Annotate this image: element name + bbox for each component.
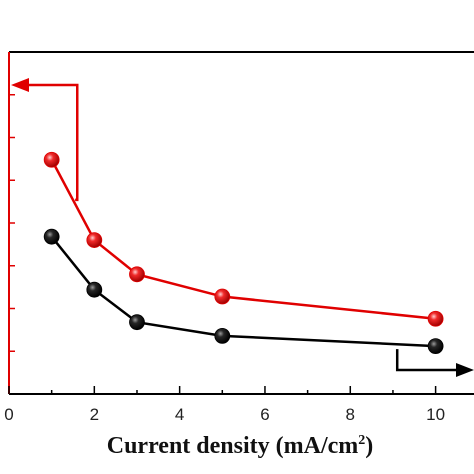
series-1-point	[43, 228, 60, 245]
series-0-line	[50, 159, 436, 321]
right-axis-arrow-line	[395, 349, 460, 372]
left-axis-arrow-head	[11, 78, 29, 92]
series-1-point	[427, 338, 444, 355]
right-axis-arrow-head	[456, 363, 474, 377]
x-tick-label: 8	[346, 405, 355, 424]
x-tick-label: 4	[175, 405, 184, 424]
x-axis-title: Current density (mA/cm2)	[107, 433, 374, 459]
x-tick-label: 0	[4, 405, 13, 424]
series-1-point	[129, 314, 145, 331]
x-tick-label: 10	[426, 405, 445, 424]
plot-frame	[8, 51, 474, 395]
series-0-point	[43, 151, 60, 168]
series-1-point	[86, 281, 103, 298]
x-tick-label: 2	[90, 405, 99, 424]
series-0-point	[214, 288, 231, 305]
series-layer	[43, 151, 444, 355]
series-1-point	[214, 327, 231, 344]
left-axis-arrow-line	[25, 83, 79, 202]
series-0-point	[86, 232, 103, 249]
x-tick-labels: 0 2 4 6 8 10	[4, 405, 445, 424]
series-0-point	[427, 310, 444, 327]
x-tick-label: 6	[260, 405, 269, 424]
series-0-point	[129, 266, 145, 283]
annotation-layer	[11, 78, 474, 377]
